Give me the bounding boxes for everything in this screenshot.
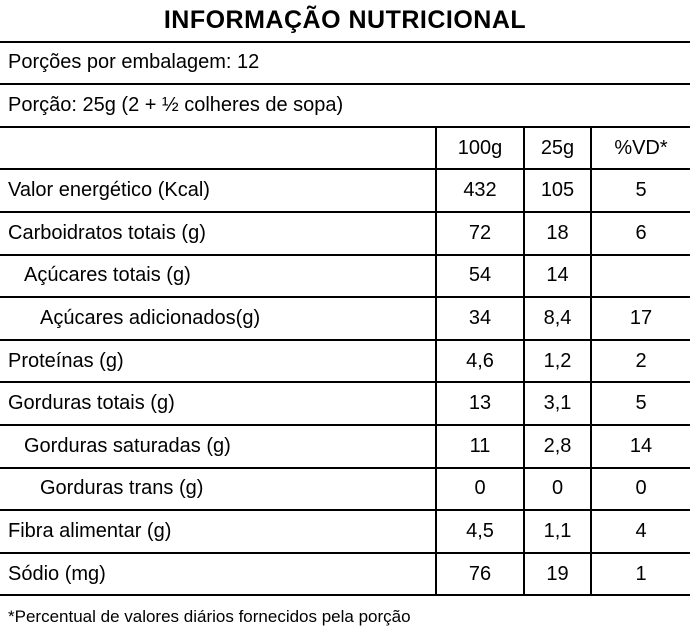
- nutrient-label: Açúcares adicionados(g): [40, 306, 261, 329]
- nutrient-label: Proteínas (g): [8, 349, 124, 372]
- table-row-protein: Proteínas (g) 4,6 1,2 2: [0, 340, 690, 384]
- value-percent-vd: 5: [590, 383, 690, 424]
- nutrient-label: Gorduras saturadas (g): [24, 434, 231, 457]
- table-row-total-fat: Gorduras totais (g) 13 3,1 5: [0, 383, 690, 426]
- servings-per-package-row: Porções por embalagem: 12: [0, 43, 690, 86]
- value-percent-vd: [590, 255, 690, 297]
- value-per-100g: 72: [435, 212, 523, 254]
- table-row-fiber: Fibra alimentar (g) 4,5 1,1 4: [0, 511, 690, 554]
- value-percent-vd: 6: [590, 212, 690, 254]
- footnote-row: *Percentual de valores diários fornecido…: [0, 596, 690, 637]
- value-per-100g: 4,5: [435, 511, 523, 552]
- table-row-carbs: Carboidratos totais (g) 72 18 6: [0, 212, 690, 256]
- value-per-25g: 14: [523, 255, 590, 297]
- value-per-25g: 18: [523, 212, 590, 254]
- table-row-saturated-fat: Gorduras saturadas (g) 11 2,8 14: [0, 425, 690, 469]
- servings-per-package-text: Porções por embalagem: 12: [8, 51, 260, 74]
- nutrient-label: Sódio (mg): [8, 562, 106, 585]
- portion-size-text: Porção: 25g (2 + ½ colheres de sopa): [8, 93, 344, 116]
- value-per-25g: 3,1: [523, 383, 590, 424]
- value-per-25g: 19: [523, 553, 590, 595]
- column-header-100g: 100g: [435, 127, 523, 169]
- value-percent-vd: 4: [590, 511, 690, 552]
- value-per-25g: 8,4: [523, 298, 590, 339]
- value-per-25g: 1,2: [523, 340, 590, 382]
- value-percent-vd: 14: [590, 425, 690, 467]
- table-row-trans-fat: Gorduras trans (g) 0 0 0: [0, 468, 690, 512]
- value-per-100g: 0: [435, 468, 523, 510]
- nutrient-label: Açúcares totais (g): [24, 264, 191, 287]
- value-per-100g: 432: [435, 170, 523, 211]
- portion-size-row: Porção: 25g (2 + ½ colheres de sopa): [0, 85, 690, 128]
- value-per-100g: 13: [435, 383, 523, 424]
- value-per-100g: 54: [435, 255, 523, 297]
- value-per-25g: 0: [523, 468, 590, 510]
- nutrient-label: Fibra alimentar (g): [8, 519, 172, 542]
- title-row: INFORMAÇÃO NUTRICIONAL: [0, 0, 690, 43]
- value-per-100g: 76: [435, 553, 523, 595]
- value-percent-vd: 1: [590, 553, 690, 595]
- nutrient-label: Valor energético (Kcal): [8, 179, 210, 202]
- column-header-vd: %VD*: [590, 127, 690, 169]
- column-header-row: 100g 25g %VD*: [0, 127, 690, 171]
- value-percent-vd: 5: [590, 170, 690, 211]
- value-percent-vd: 0: [590, 468, 690, 510]
- page-title: INFORMAÇÃO NUTRICIONAL: [163, 5, 527, 34]
- value-per-100g: 34: [435, 298, 523, 339]
- table-row-energy: Valor energético (Kcal) 432 105 5: [0, 170, 690, 213]
- nutrient-label: Gorduras trans (g): [40, 477, 204, 500]
- nutrient-label: Carboidratos totais (g): [8, 221, 206, 244]
- column-header-empty: [0, 128, 435, 169]
- nutrient-label: Gorduras totais (g): [8, 392, 175, 415]
- value-per-100g: 4,6: [435, 340, 523, 382]
- value-per-25g: 1,1: [523, 511, 590, 552]
- table-row-added-sugars: Açúcares adicionados(g) 34 8,4 17: [0, 298, 690, 341]
- value-per-25g: 2,8: [523, 425, 590, 467]
- value-per-25g: 105: [523, 170, 590, 211]
- table-row-total-sugars: Açúcares totais (g) 54 14: [0, 255, 690, 299]
- value-percent-vd: 2: [590, 340, 690, 382]
- footnote-text: *Percentual de valores diários fornecido…: [8, 606, 411, 626]
- value-percent-vd: 17: [590, 298, 690, 339]
- column-header-25g: 25g: [523, 127, 590, 169]
- value-per-100g: 11: [435, 425, 523, 467]
- table-row-sodium: Sódio (mg) 76 19 1: [0, 553, 690, 597]
